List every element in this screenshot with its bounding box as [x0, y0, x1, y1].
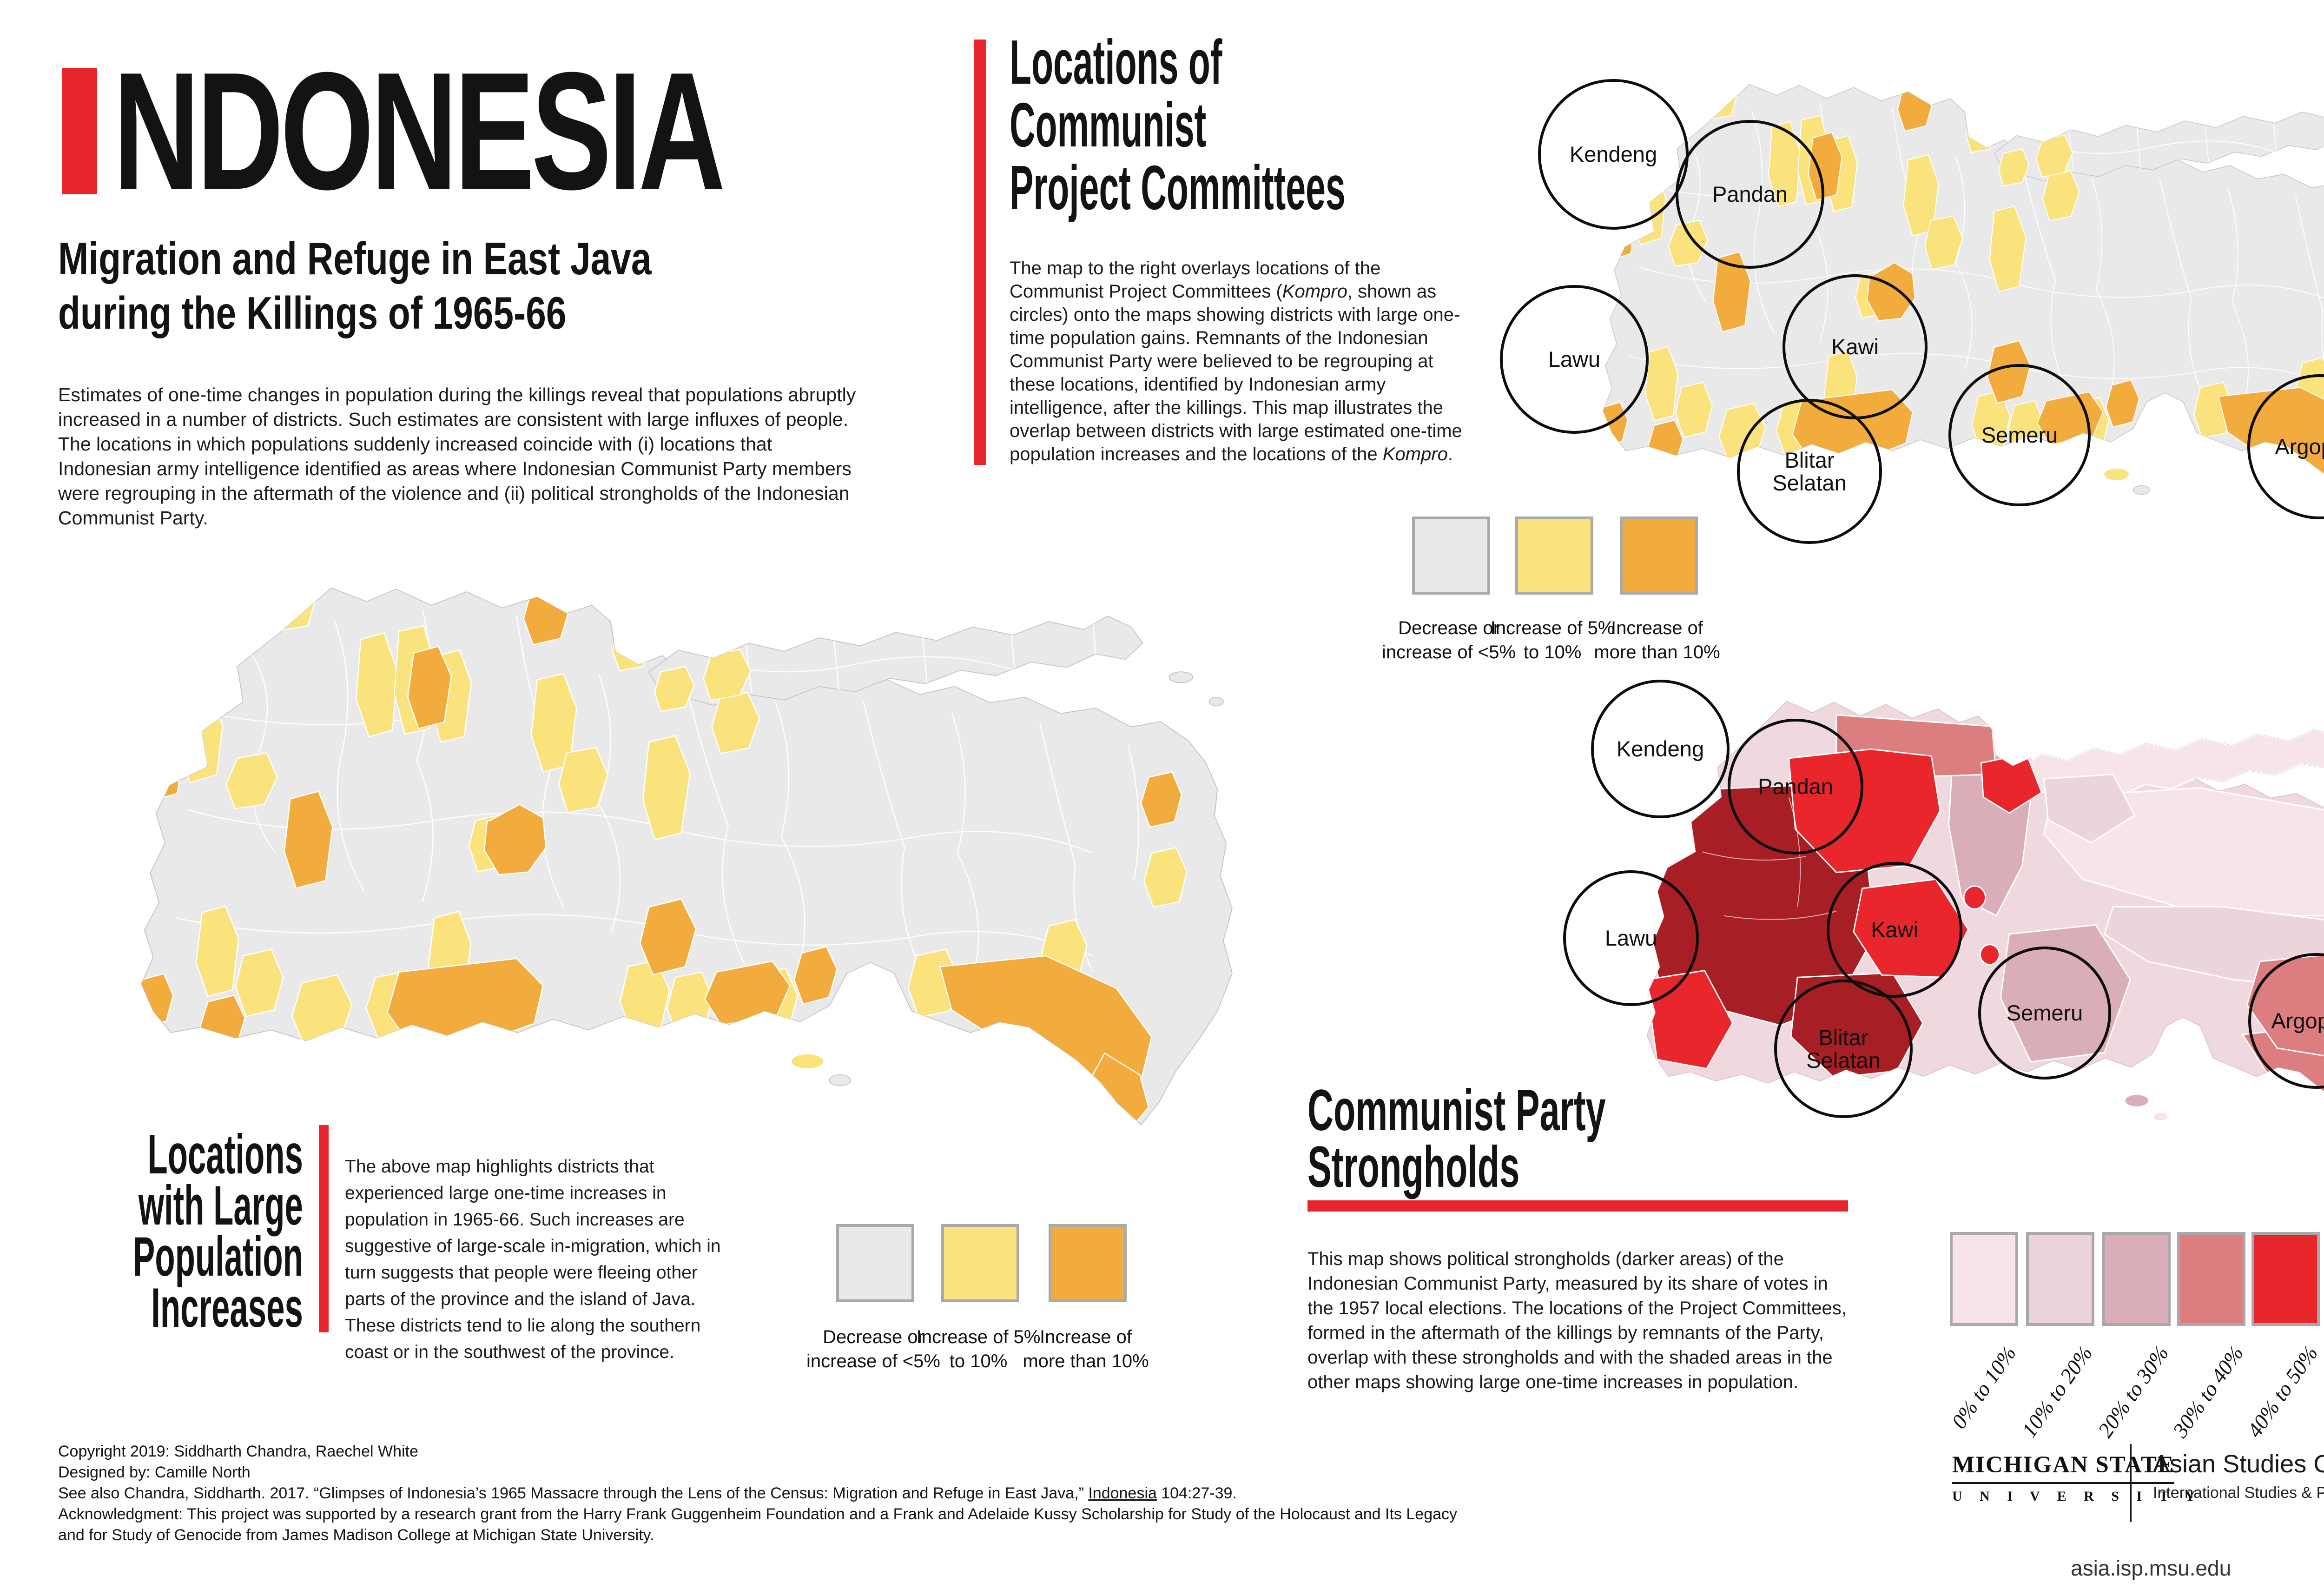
legend-swatch-40-50 [2251, 1232, 2320, 1326]
kompro-circle-kawi: Kawi [1827, 862, 1962, 998]
legend-swatch-gray [836, 1224, 914, 1302]
heading-line: Project Committees [1010, 152, 1346, 223]
kompro-circle-semeru: Semeru [1948, 364, 2091, 506]
copyright-line: Copyright 2019: Siddharth Chandra, Raech… [58, 1443, 418, 1460]
subtitle-line: Migration and Refuge in East Java [58, 233, 652, 284]
poster-subtitle: Migration and Refuge in East Java during… [58, 232, 800, 340]
subtitle-line: during the Killings of 1965-66 [58, 287, 567, 338]
heading-line: Locations [147, 1123, 303, 1185]
kompro-circle-kendeng: Kendeng [1538, 79, 1689, 230]
kompro-italic: Kompro [1282, 281, 1347, 302]
region-label: Argopuro [2275, 434, 2324, 459]
citation-line: See also Chandra, Siddharth. 2017. “Glim… [58, 1483, 1476, 1504]
msu-university: U N I V E R S I T Y [1952, 1489, 2202, 1504]
kompro-circle-blitar-selatan: Blitar Selatan [1774, 980, 1913, 1118]
section-title-strongholds: Communist Party Strongholds [1307, 1078, 1789, 1199]
journal-name: Indonesia [1088, 1484, 1157, 1502]
legend-swatch-0-10 [1950, 1232, 2018, 1326]
text-run: , shown as circles) onto the maps showin… [1010, 281, 1462, 464]
msu-wordmark: MICHIGAN STATE U N I V E R S I T Y [1952, 1451, 2202, 1504]
legend-label: Decrease or increase of <5% [1382, 618, 1516, 662]
section-title-kompro: Locations of Communist Project Committee… [1010, 31, 1599, 219]
kompro-circle-blitar-selatan: Blitar Selatan [1737, 399, 1882, 544]
brand-divider [2130, 1444, 2132, 1522]
legend-swatch-10-20 [2026, 1232, 2094, 1326]
region-label: Kawi [1831, 334, 1879, 359]
kompro-circle-lawu: Lawu [1563, 870, 1699, 1006]
text-run: See also Chandra, Siddharth. 2017. “Glim… [58, 1484, 1089, 1502]
intro-paragraph: Estimates of one-time changes in populat… [58, 384, 856, 529]
heading-line: Strongholds [1307, 1135, 1520, 1199]
poster-title: NDONESIA [62, 38, 959, 225]
region-label: Argopuro [2271, 1008, 2324, 1033]
legend-swatch-20-30 [2102, 1232, 2171, 1326]
heading-line: Communist Party [1307, 1078, 1606, 1143]
heading-line: Increases [151, 1277, 303, 1339]
section-accent-rule [1307, 1200, 1848, 1212]
section-accent-bar [974, 40, 986, 465]
kompro-paragraph: The map to the right overlays locations … [1010, 257, 1474, 466]
kompro-circle-lawu: Lawu [1500, 285, 1649, 434]
kompro-circle-kendeng: Kendeng [1591, 680, 1730, 818]
kompro-circle-pandan: Pandan [1728, 719, 1863, 854]
region-label: Pandan [1712, 182, 1788, 207]
heading-line: Locations of [1010, 27, 1222, 97]
website-url: asia.isp.msu.edu [2071, 1556, 2232, 1580]
legend-label: Decrease or increase of <5% [806, 1327, 940, 1371]
heading-line: with Large [138, 1174, 303, 1237]
text-run: . [1447, 444, 1453, 464]
center-subname: International Studies & Programs [2153, 1484, 2324, 1502]
kompro-circle-kawi: Kawi [1783, 274, 1928, 419]
asian-studies-center-block: Asian Studies Center International Studi… [2153, 1450, 2324, 1502]
footer-credits: Copyright 2019: Siddharth Chandra, Raech… [58, 1441, 1476, 1546]
page-title: NDONESIA [113, 38, 726, 225]
region-label: Kawi [1871, 917, 1918, 942]
region-label: Blitar Selatan [1772, 447, 1847, 495]
acknowledgment-line: Acknowledgment: This project was support… [58, 1505, 1458, 1544]
legend-swatch-orange [1049, 1224, 1127, 1302]
region-label: Lawu [1604, 926, 1657, 951]
section-accent-bar [319, 1125, 329, 1332]
map-population-change-large [141, 587, 1233, 1126]
region-label: Kendeng [1616, 736, 1704, 762]
increases-paragraph: The above map highlights districts that … [345, 1157, 721, 1362]
heading-line: Population [133, 1225, 303, 1288]
text-run: The map to the right overlays locations … [1010, 258, 1381, 302]
region-label: Semeru [2006, 1000, 2083, 1026]
map-population-change-with-kompro [1603, 84, 2324, 527]
region-label: Semeru [1981, 423, 2058, 448]
legend-swatch-30-40 [2177, 1232, 2245, 1326]
text-run: 104:27-39. [1156, 1484, 1237, 1502]
heading-line: Communist [1010, 90, 1207, 160]
section-title-increases: Locations with Large Population Increase… [15, 1123, 303, 1339]
region-label: Kendeng [1569, 142, 1657, 167]
designer-line: Designed by: Camille North [58, 1464, 251, 1481]
legend-swatch-orange [1620, 517, 1698, 595]
center-name: Asian Studies Center [2153, 1450, 2324, 1478]
title-red-i-bar [62, 68, 97, 194]
region-label: Pandan [1757, 774, 1834, 799]
legend-label: Increase of 5% to 10% [916, 1327, 1041, 1371]
kompro-italic: Kompro [1382, 444, 1448, 464]
kompro-circle-pandan: Pandan [1676, 120, 1824, 269]
legend-label: Increase of 5% to 10% [1490, 618, 1615, 662]
legend-swatch-yellow [1515, 517, 1593, 595]
region-label: Lawu [1548, 347, 1601, 372]
legend-label: Increase of more than 10% [1023, 1327, 1149, 1371]
region-label: Blitar Selatan [1806, 1025, 1881, 1073]
strongholds-paragraph: This map shows political strongholds (da… [1307, 1249, 1847, 1392]
kompro-circle-semeru: Semeru [1978, 947, 2111, 1079]
msu-name: MICHIGAN STATE [1952, 1451, 2175, 1484]
legend-swatch-gray [1412, 517, 1490, 595]
legend-label: Increase of more than 10% [1594, 618, 1720, 662]
legend-swatch-yellow [941, 1224, 1019, 1302]
